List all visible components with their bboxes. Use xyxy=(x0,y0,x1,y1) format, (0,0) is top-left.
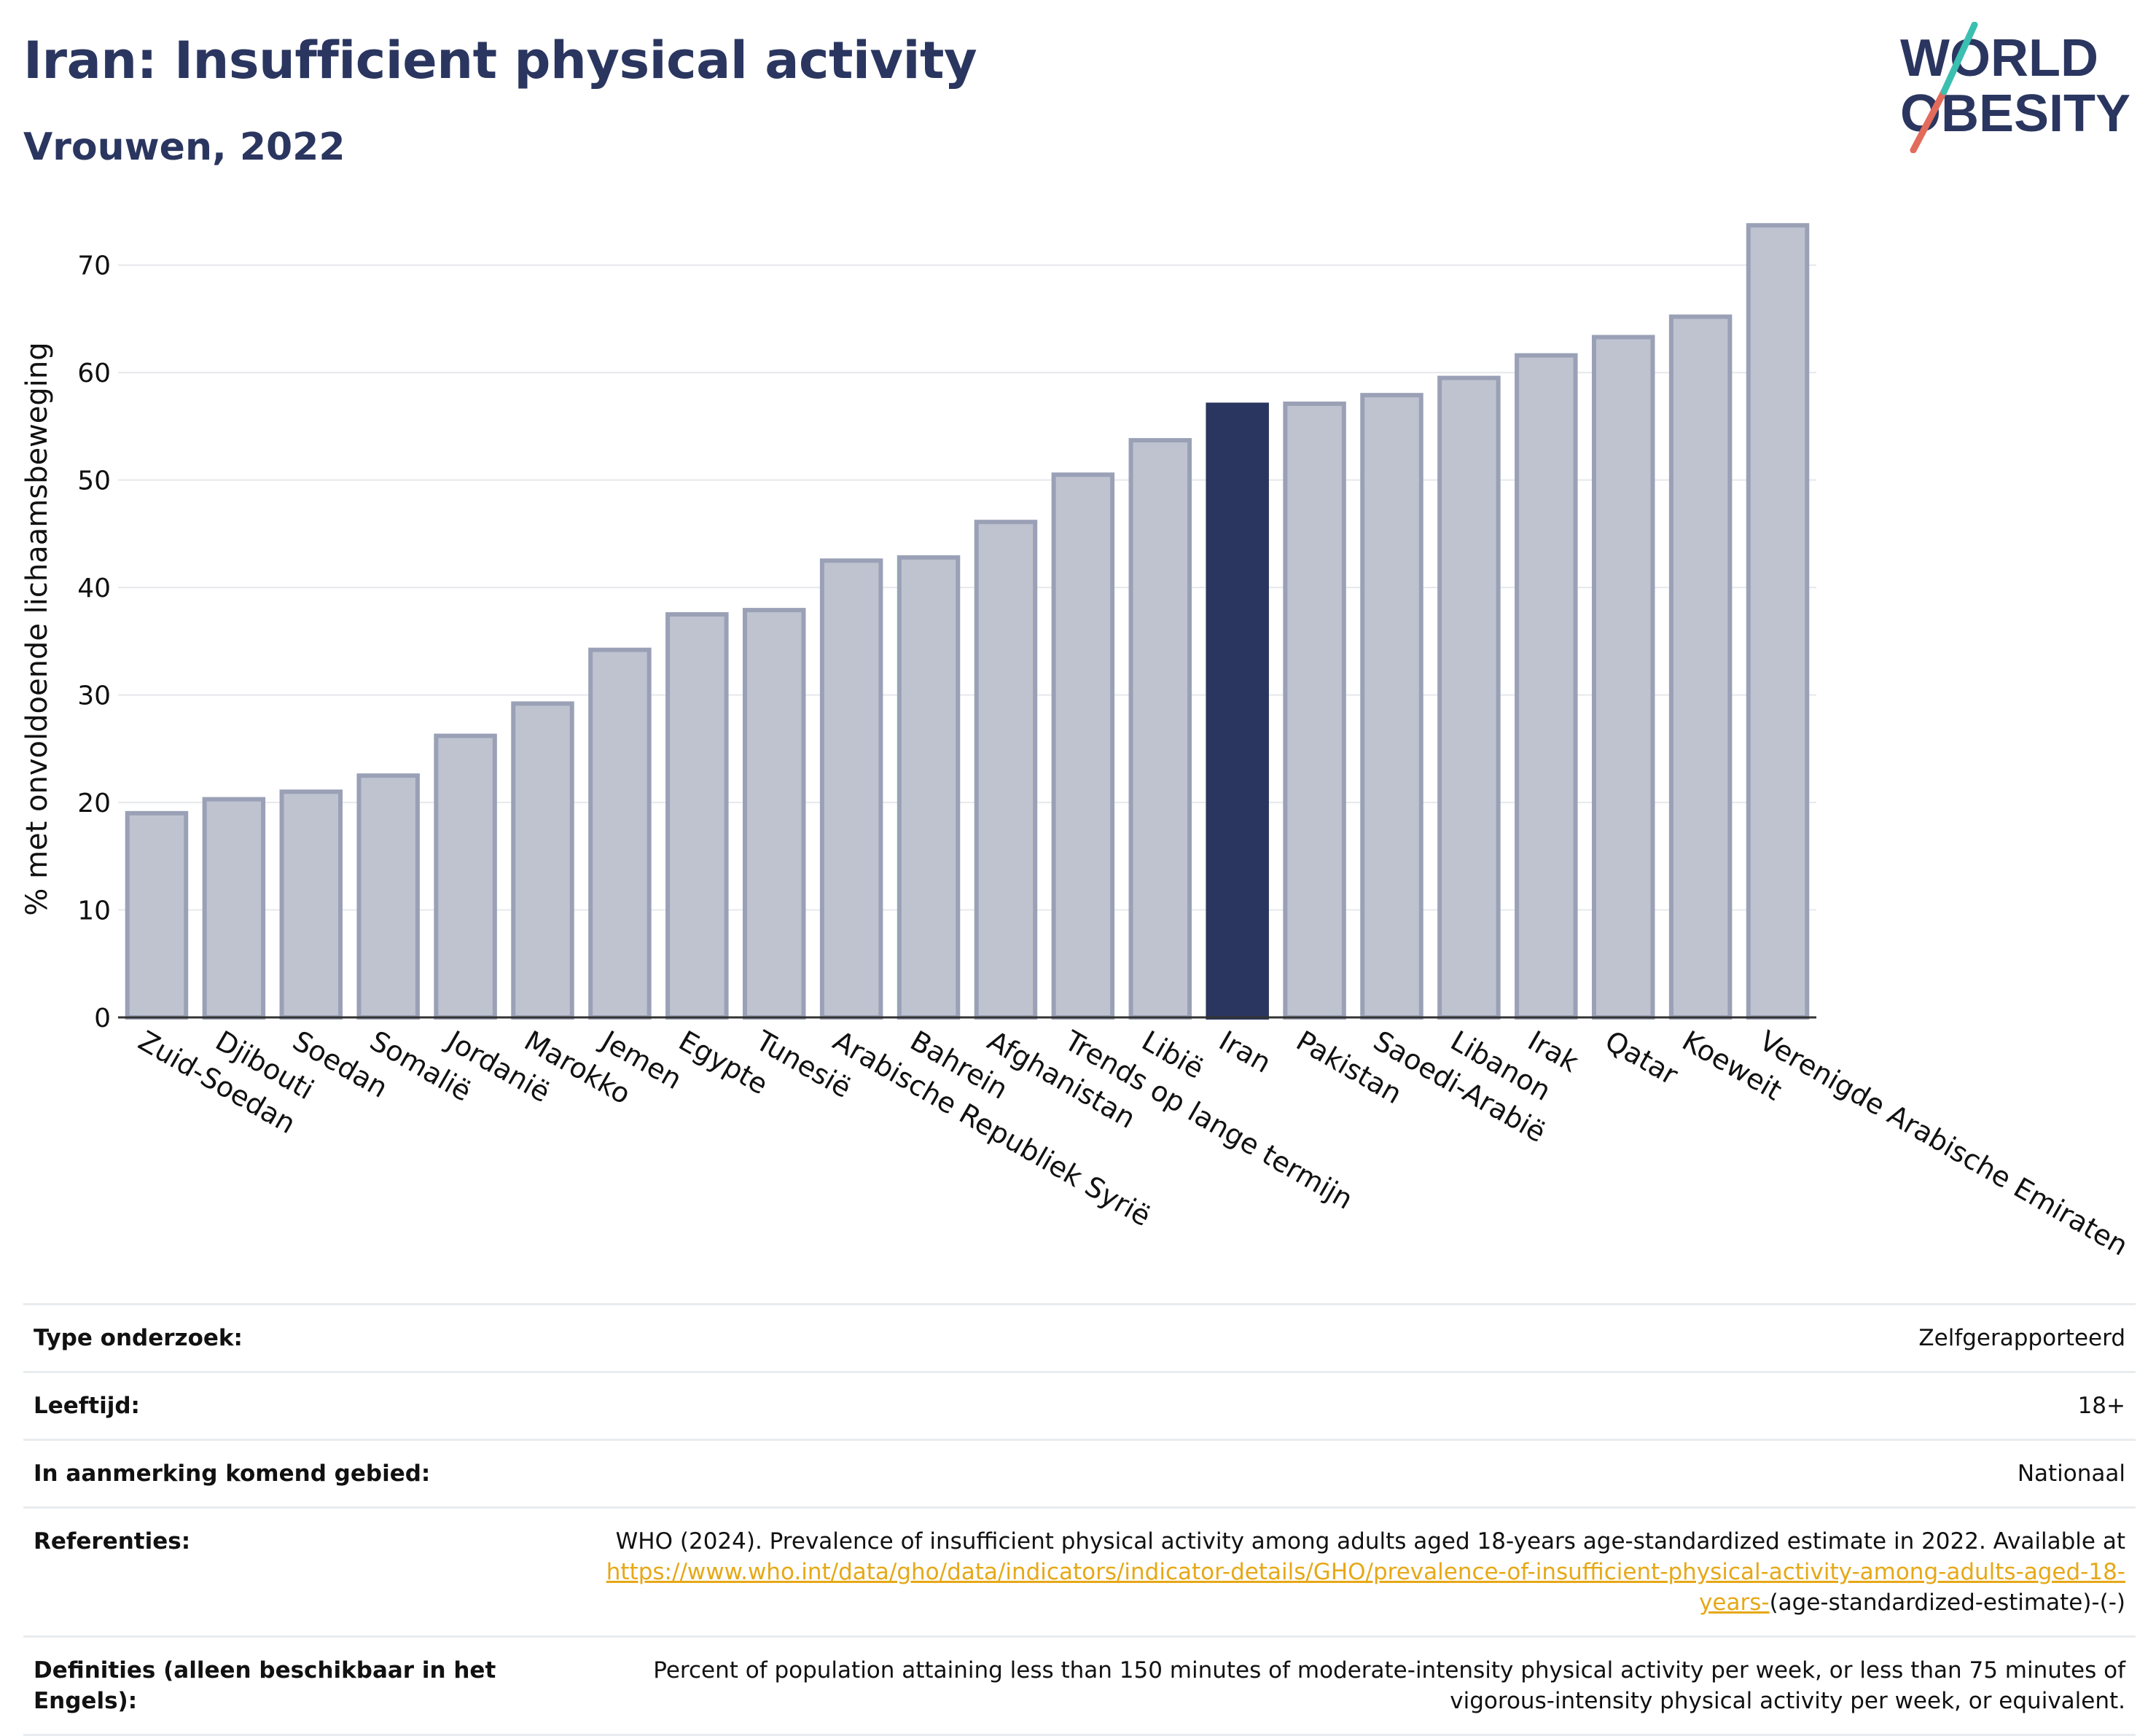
bar-libanon xyxy=(1437,375,1501,1020)
y-tick-label: 10 xyxy=(77,896,111,926)
info-label: Leeftijd: xyxy=(23,1371,569,1440)
info-row-age: Leeftijd: 18+ xyxy=(23,1371,2136,1440)
svg-text:OBESITY: OBESITY xyxy=(1900,85,2130,143)
bar-egypte xyxy=(665,612,729,1020)
info-row-survey-type: Type onderzoek: Zelfgerapporteerd xyxy=(23,1303,2136,1372)
info-label: Referenties: xyxy=(23,1506,569,1637)
references-suffix: (age-standardized-estimate)-(-) xyxy=(1769,1590,2125,1616)
bar-pakistan xyxy=(1283,401,1346,1020)
y-tick-label: 20 xyxy=(77,789,111,818)
info-value: Zelfgerapporteerd xyxy=(569,1303,2136,1372)
bar-saoedi-arabi- xyxy=(1360,393,1423,1020)
bar-marokko xyxy=(511,701,574,1020)
references-value: WHO (2024). Prevalence of insufficient p… xyxy=(569,1506,2136,1637)
y-tick-label: 70 xyxy=(77,251,111,281)
bar-irak xyxy=(1515,353,1578,1020)
y-tick-label: 50 xyxy=(77,466,111,496)
info-label: Type onderzoek: xyxy=(23,1303,569,1372)
bar-qatar xyxy=(1591,335,1655,1020)
info-table: Type onderzoek: Zelfgerapporteerd Leefti… xyxy=(23,1303,2136,1736)
x-tick-label: Qatar xyxy=(1600,1025,1684,1092)
references-text: WHO (2024). Prevalence of insufficient p… xyxy=(615,1528,2125,1555)
info-row-definitions: Definities (alleen beschikbaar in het En… xyxy=(23,1635,2136,1736)
y-tick-label: 40 xyxy=(77,574,111,603)
bar-djibouti xyxy=(202,797,266,1020)
svg-text:WORLD: WORLD xyxy=(1900,29,2098,87)
info-value: 18+ xyxy=(569,1371,2136,1440)
info-row-references: Referenties: WHO (2024). Prevalence of i… xyxy=(23,1506,2136,1637)
x-tick-label: Verenigde Arabische Emiraten xyxy=(1754,1025,2133,1262)
info-label: Definities (alleen beschikbaar in het En… xyxy=(23,1635,569,1736)
y-tick-label: 0 xyxy=(94,1004,111,1033)
y-tick-label: 60 xyxy=(77,359,111,388)
bar-jordani- xyxy=(434,733,497,1020)
info-value: Nationaal xyxy=(569,1439,2136,1508)
bar-jemen xyxy=(588,647,652,1020)
page-subtitle: Vrouwen, 2022 xyxy=(23,125,345,169)
bar-koeweit xyxy=(1668,314,1733,1020)
x-tick-label: Egypte xyxy=(673,1025,773,1101)
bar-tunesi- xyxy=(742,608,806,1020)
x-tick-label: Iran xyxy=(1214,1025,1276,1079)
bar-libi- xyxy=(1128,438,1192,1020)
bar-arabische-republiek-syri- xyxy=(819,558,883,1020)
page-title: Iran: Insufficient physical activity xyxy=(23,31,977,90)
bar-bahrein xyxy=(897,555,961,1020)
bar-trends-op-lange-termijn xyxy=(1051,472,1115,1020)
bar-afghanistan xyxy=(974,520,1038,1020)
references-link[interactable]: https://www.who.int/data/gho/data/indica… xyxy=(606,1559,2125,1616)
bar-soedan xyxy=(279,789,343,1020)
bar-zuid-soedan xyxy=(125,810,189,1020)
info-label: In aanmerking komend gebied: xyxy=(23,1439,569,1508)
y-axis-label: % met onvoldoende lichaamsbeweging xyxy=(20,342,54,915)
bar-verenigde-arabische-emiraten xyxy=(1746,223,1810,1020)
world-obesity-logo: WORLD OBESITY xyxy=(1900,22,2130,153)
bar-iran xyxy=(1206,402,1269,1020)
bar-somali- xyxy=(356,773,420,1020)
bars xyxy=(125,223,1810,1020)
y-axis-ticks: 0 10 20 30 40 50 60 70 xyxy=(77,251,111,1033)
info-row-area: In aanmerking komend gebied: Nationaal xyxy=(23,1439,2136,1508)
y-tick-label: 30 xyxy=(77,681,111,711)
x-axis-ticks: Zuid-SoedanDjiboutiSoedanSomaliëJordanië… xyxy=(133,1024,2133,1262)
info-value: Percent of population attaining less tha… xyxy=(569,1635,2136,1736)
bar-chart: 0 10 20 30 40 50 60 70 Zuid-SoedanDjiboutiSoeda… xyxy=(20,223,2133,1262)
